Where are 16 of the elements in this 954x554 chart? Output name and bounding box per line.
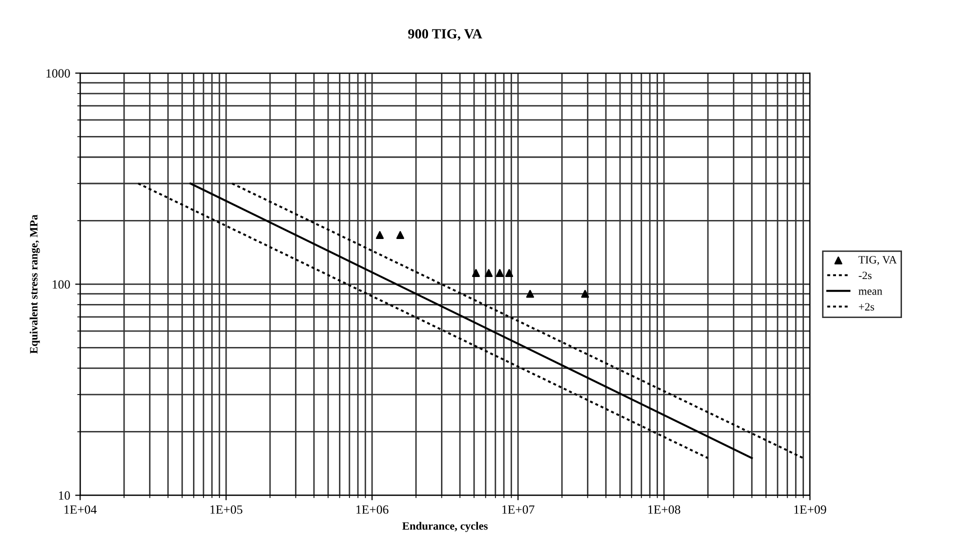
x-tick-label: 1E+06: [356, 505, 388, 514]
x-tick-label: 1E+04: [64, 505, 97, 514]
chart-title: 900 TIG, VA: [408, 29, 482, 41]
y-tick-label: 100: [52, 280, 70, 289]
legend-label: TIG, VA: [858, 256, 897, 266]
legend-label: mean: [858, 290, 882, 295]
x-tick-label: 1E+07: [502, 505, 534, 514]
x-tick-label: 1E+08: [648, 505, 680, 514]
x-tick-label: 1E+09: [794, 505, 826, 514]
legend-label: +2s: [858, 303, 874, 311]
y-axis-title: Equivalent stress range, MPa: [30, 214, 40, 354]
legend-label: -2s: [858, 272, 872, 280]
x-tick-label: 1E+05: [210, 505, 242, 514]
x-axis-title: Endurance, cycles: [402, 522, 488, 532]
y-tick-label: 1000: [46, 69, 70, 78]
y-tick-label: 10: [59, 491, 70, 500]
